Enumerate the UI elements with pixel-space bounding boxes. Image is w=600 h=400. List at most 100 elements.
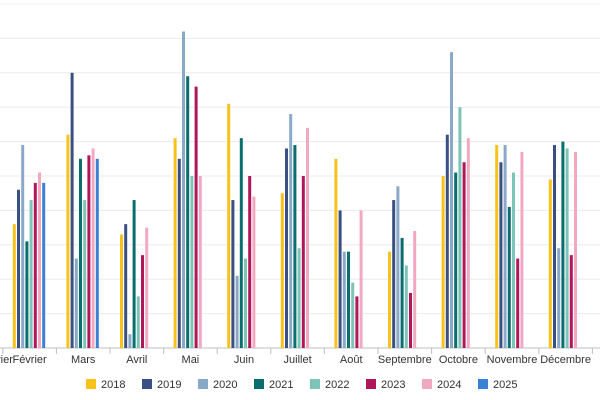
bar-2022-7 — [297, 248, 301, 348]
bar-2020-9 — [396, 186, 400, 348]
x-tick-label: Juin — [234, 354, 254, 366]
bar-2019-11 — [499, 162, 503, 348]
bar-2022-11 — [512, 172, 515, 348]
bar-2023-7 — [301, 176, 305, 348]
x-tick-label: Mars — [71, 354, 96, 366]
bar-2023-10 — [462, 162, 466, 348]
bar-2020-3 — [74, 258, 78, 348]
bar-2018-7 — [280, 193, 284, 348]
bar-2024-3 — [91, 148, 95, 348]
bar-2019-5 — [177, 158, 181, 348]
legend-label-2019[interactable]: 2019 — [157, 379, 181, 391]
legend-label-2020[interactable]: 2020 — [213, 379, 237, 391]
legend-label-2021[interactable]: 2021 — [269, 379, 293, 391]
bar-2024-4 — [145, 227, 149, 348]
bar-2019-12 — [553, 145, 556, 348]
bar-2021-5 — [186, 76, 190, 349]
bar-2020-6 — [235, 275, 239, 348]
bar-2023-3 — [87, 155, 91, 348]
x-tick-label: vier — [0, 354, 13, 366]
legend-swatch-2018 — [86, 379, 96, 389]
bar-2023-5 — [194, 86, 198, 348]
x-tick-label: Août — [340, 354, 363, 366]
bar-2021-11 — [507, 206, 511, 348]
bar-2018-3 — [66, 134, 70, 348]
bar-2020-11 — [503, 145, 507, 348]
bar-2024-9 — [413, 231, 417, 348]
bar-2018-2 — [12, 224, 16, 348]
bar-2019-10 — [445, 134, 449, 348]
bar-2024-12 — [574, 151, 577, 348]
bar-2021-6 — [239, 138, 243, 348]
bar-2022-4 — [136, 296, 140, 348]
bar-2024-2 — [38, 172, 41, 348]
x-tick-label: Avril — [126, 354, 147, 366]
bar-2021-3 — [79, 158, 82, 348]
legend-swatch-2021 — [254, 379, 264, 389]
x-tick-label: Septembre — [378, 354, 432, 366]
legend-swatch-2019 — [142, 379, 152, 389]
bar-2024-11 — [520, 151, 524, 348]
bar-2019-7 — [285, 148, 288, 348]
bar-2023-4 — [141, 255, 144, 348]
bar-2020-2 — [21, 145, 25, 348]
bar-2020-8 — [342, 251, 346, 348]
bar-2022-3 — [83, 200, 87, 348]
x-axis: vierFévrier Mars Avril Mai Juin Juillet Août Se… — [0, 348, 593, 366]
bar-2025-2 — [42, 182, 46, 348]
bar-2019-9 — [392, 200, 396, 348]
legend-label-2024[interactable]: 2024 — [437, 379, 461, 391]
bar-2021-8 — [347, 251, 350, 348]
bar-2020-12 — [557, 248, 561, 348]
bar-2018-4 — [120, 234, 123, 348]
bar-2022-5 — [190, 176, 194, 348]
bar-2018-5 — [173, 138, 177, 348]
bar-2019-8 — [338, 210, 342, 348]
bar-2019-4 — [124, 224, 128, 348]
bar-2024-7 — [306, 127, 309, 348]
bar-2022-12 — [565, 148, 569, 348]
bar-2025-3 — [95, 158, 99, 348]
legend-label-2023[interactable]: 2023 — [381, 379, 405, 391]
legend-swatch-2025 — [478, 379, 488, 389]
bar-2019-2 — [17, 189, 20, 348]
bar-2020-5 — [182, 31, 185, 349]
bar-2020-7 — [289, 114, 293, 348]
bar-2019-6 — [231, 200, 235, 348]
bar-2024-10 — [466, 138, 470, 348]
bar-2021-9 — [400, 237, 404, 348]
legend-swatch-2020 — [198, 379, 208, 389]
bar-2021-2 — [25, 241, 29, 348]
bar-2018-10 — [441, 176, 445, 348]
bar-2018-9 — [388, 251, 391, 348]
bar-2021-12 — [561, 141, 565, 348]
legend-swatch-2024 — [422, 379, 432, 389]
legend-swatch-2023 — [366, 379, 376, 389]
x-tick-label: Octobre — [439, 354, 478, 366]
bar-2023-11 — [516, 258, 520, 348]
bar-2022-8 — [351, 282, 355, 348]
bar-2021-4 — [132, 200, 136, 348]
bar-2021-10 — [454, 172, 458, 348]
bar-2023-2 — [33, 182, 37, 348]
bar-2024-5 — [198, 176, 202, 348]
bar-2018-6 — [227, 103, 231, 348]
bar-2022-10 — [458, 107, 462, 348]
bar-2024-6 — [252, 196, 256, 348]
legend-swatch-2022 — [310, 379, 320, 389]
x-tick-label: Mai — [182, 354, 200, 366]
x-tick-label: Février — [12, 354, 47, 366]
bar-2019-3 — [70, 72, 74, 349]
legend-label-2025[interactable]: 2025 — [493, 379, 517, 391]
bar-2021-7 — [293, 145, 297, 348]
bar-2018-8 — [334, 158, 338, 348]
bar-2023-8 — [355, 296, 359, 348]
x-tick-label: Décembre — [540, 354, 591, 366]
x-tick-label: Juillet — [284, 354, 312, 366]
legend-label-2022[interactable]: 2022 — [325, 379, 349, 391]
bar-2022-9 — [404, 265, 408, 348]
bar-2024-8 — [359, 210, 363, 348]
bar-2022-6 — [244, 258, 247, 348]
legend-label-2018[interactable]: 2018 — [101, 379, 125, 391]
